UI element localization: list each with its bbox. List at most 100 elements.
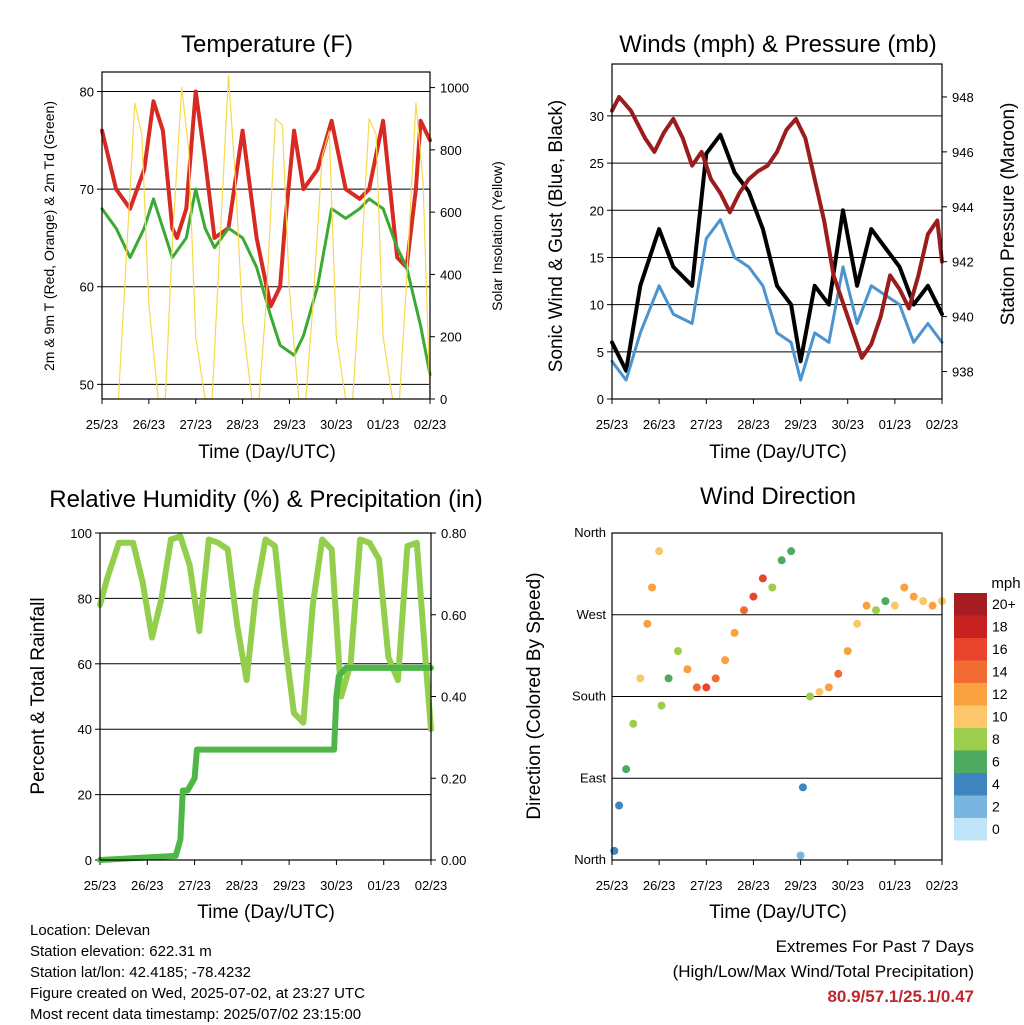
temp2m-series — [100, 89, 432, 309]
direction-point — [928, 601, 937, 610]
y-right-tick-label: 800 — [440, 143, 462, 158]
direction-point — [919, 597, 928, 606]
x-tick-label: 30/23 — [831, 417, 864, 432]
direction-point — [862, 601, 871, 610]
y-right-tick-label: 946 — [952, 145, 974, 160]
direction-point — [843, 647, 852, 656]
x-tick-label: 27/23 — [690, 878, 723, 893]
dewpoint-series — [100, 187, 432, 377]
direction-point — [655, 547, 664, 556]
y-tick-label: 30 — [590, 109, 604, 124]
y-tick-label: 25 — [590, 156, 604, 171]
y-tick-label: 0 — [85, 853, 92, 868]
extremes-subtitle: (High/Low/Max Wind/Total Precipitation) — [672, 962, 974, 981]
x-tick-label: 26/23 — [643, 878, 676, 893]
direction-point — [806, 692, 814, 701]
y-tick-label-south: South — [572, 689, 606, 704]
direction-point — [890, 601, 899, 610]
rh-series — [97, 533, 434, 733]
colorbar-unit: mph — [991, 575, 1020, 592]
direction-point — [881, 597, 890, 606]
extremes-values: 80.9/57.1/25.1/0.47 — [827, 987, 974, 1006]
colorbar-swatch — [954, 660, 987, 683]
y-tick-label-west: West — [577, 607, 607, 622]
y-right-tick-label: 0.60 — [441, 608, 466, 623]
direction-point — [796, 851, 805, 860]
y-tick-label: 100 — [70, 526, 92, 541]
x-tick-label: 02/23 — [926, 417, 959, 432]
direction-point — [730, 628, 739, 637]
y-tick-label: 20 — [590, 203, 604, 218]
y-right-tick-label: 200 — [440, 330, 462, 345]
direction-point — [834, 669, 843, 678]
x-tick-label: 25/23 — [596, 417, 629, 432]
temperature-ylabel: 2m & 9m T (Red, Orange) & 2m Td (Green) — [41, 101, 57, 371]
winds-xlabel: Time (Day/UTC) — [709, 442, 847, 463]
x-tick-label: 27/23 — [178, 878, 211, 893]
direction-point — [777, 556, 786, 565]
x-tick-label: 01/23 — [367, 417, 400, 432]
colorbar-swatch — [954, 705, 987, 728]
direction-point — [629, 719, 638, 728]
direction-point — [643, 619, 652, 628]
y-right-tick-label: 1000 — [440, 81, 469, 96]
humidity-xlabel: Time (Day/UTC) — [197, 902, 335, 923]
y-right-tick-label: 942 — [952, 255, 974, 270]
colorbar-label: 18 — [992, 619, 1008, 635]
colorbar-label: 14 — [992, 664, 1008, 680]
x-tick-label: 28/23 — [226, 417, 259, 432]
x-tick-label: 26/23 — [131, 878, 164, 893]
colorbar-label: 6 — [992, 754, 1000, 770]
colorbar-swatch — [954, 615, 987, 638]
x-tick-label: 29/23 — [784, 417, 817, 432]
x-tick-label: 01/23 — [367, 878, 400, 893]
y-tick-label: 50 — [80, 377, 94, 392]
direction-point — [853, 619, 862, 628]
station-info: Location: Delevan Station elevation: 622… — [30, 920, 365, 1025]
data-timestamp: Most recent data timestamp: 2025/07/02 2… — [30, 1006, 362, 1023]
x-tick-label: 30/23 — [320, 878, 353, 893]
plot-frame — [611, 63, 943, 400]
x-tick-label: 02/23 — [926, 878, 959, 893]
colorbar-label: 20+ — [992, 596, 1016, 612]
x-tick-label: 01/23 — [879, 878, 912, 893]
colorbar-label: 4 — [992, 776, 1000, 792]
colorbar-swatch — [954, 593, 987, 616]
x-tick-label: 28/23 — [737, 878, 770, 893]
direction-point — [692, 683, 701, 692]
y-right-tick-label: 0.80 — [441, 526, 466, 541]
station-latlon: Station lat/lon: 42.4185; -78.4232 — [30, 964, 252, 981]
direction-xlabel: Time (Day/UTC) — [709, 902, 847, 923]
direction-point — [815, 687, 824, 696]
y-tick-label-north: North — [574, 852, 606, 867]
colorbar-label: 8 — [992, 731, 1000, 747]
direction-point — [768, 583, 777, 592]
y-tick-label-north: North — [574, 525, 606, 540]
plot-frame — [101, 71, 431, 400]
y-tick-label: 40 — [78, 722, 92, 737]
direction-point — [657, 701, 666, 710]
precip-series — [97, 664, 434, 863]
extremes-block: Extremes For Past 7 Days (High/Low/Max W… — [673, 934, 974, 1009]
y-right-tick-label: 0.20 — [441, 771, 466, 786]
direction-title: Wind Direction — [700, 483, 856, 510]
y-right-tick-label: 0.00 — [441, 853, 466, 868]
y-right-tick-label: 600 — [440, 205, 462, 220]
x-tick-label: 27/23 — [690, 417, 723, 432]
x-tick-label: 30/23 — [320, 417, 353, 432]
humidity-ylabel: Percent & Total Rainfall — [28, 597, 49, 794]
station-location: Location: Delevan — [30, 922, 151, 939]
y-right-tick-label: 0.40 — [441, 690, 466, 705]
x-tick-label: 29/23 — [273, 417, 306, 432]
extremes-title: Extremes For Past 7 Days — [775, 937, 974, 956]
y-right-tick-label: 400 — [440, 267, 462, 282]
x-tick-label: 25/23 — [86, 417, 119, 432]
direction-point — [622, 765, 631, 774]
station-elevation: Station elevation: 622.31 m — [30, 943, 212, 960]
direction-point — [872, 606, 880, 615]
x-tick-label: 27/23 — [179, 417, 212, 432]
plot-frame — [99, 532, 432, 861]
x-tick-label: 28/23 — [226, 878, 259, 893]
temperature-panel: Temperature (F) Time (Day/UTC) 2m & 9m T… — [41, 31, 505, 463]
gust-series — [610, 132, 944, 373]
